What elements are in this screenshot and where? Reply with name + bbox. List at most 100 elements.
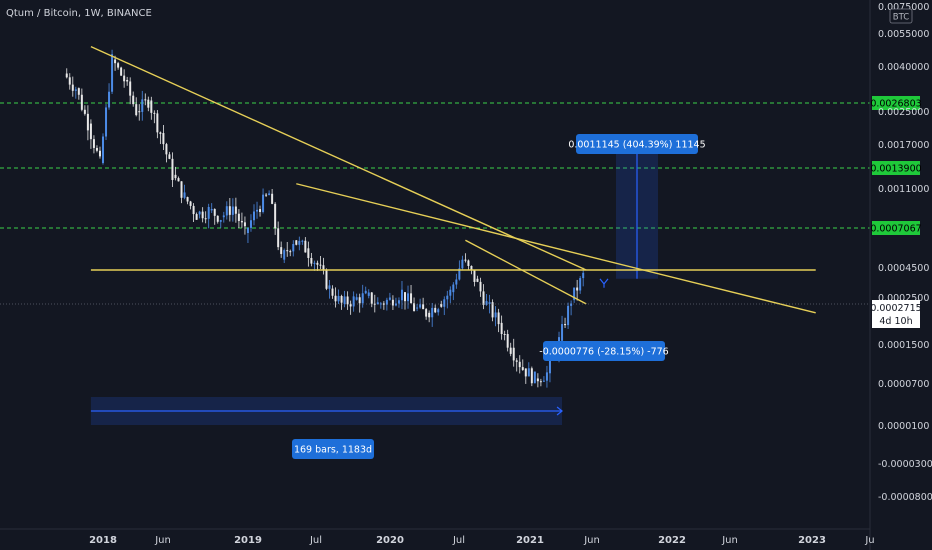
level-label: 0.0026803 [870, 99, 921, 110]
candle-body [213, 209, 216, 216]
candle-body [135, 104, 138, 116]
candle-body [388, 297, 391, 300]
candle-body [265, 194, 268, 196]
candle-body [144, 99, 147, 101]
candle-body [428, 312, 431, 318]
candle-body [512, 347, 515, 361]
candle-body [126, 79, 129, 82]
candle-body [153, 112, 156, 114]
candle-body [470, 265, 473, 271]
candle-body [524, 368, 527, 377]
candle-body [413, 303, 416, 312]
candle-body [295, 240, 298, 245]
candle-body [98, 150, 101, 157]
candle-body [123, 75, 126, 82]
candle-body [400, 289, 403, 301]
candle-body [105, 107, 108, 137]
candle-body [458, 268, 461, 280]
time-tick-label: Jul [309, 535, 322, 546]
candle-body [189, 201, 192, 206]
candle-body [533, 371, 536, 384]
candles [65, 49, 585, 388]
candle-body [313, 262, 316, 264]
current-price-value: 0.0002715 [870, 303, 921, 314]
candle-body [548, 358, 551, 374]
price-tick-label: 0.0004500 [878, 263, 929, 274]
candle-body [325, 270, 328, 289]
candle-body [561, 324, 564, 341]
candle-body [174, 174, 177, 179]
candle-body [509, 347, 512, 354]
candle-body [482, 291, 485, 305]
candle-body [358, 297, 361, 304]
candle-body [310, 257, 313, 264]
candle-body [108, 91, 111, 108]
trendline[interactable] [90, 45, 587, 271]
candle-body [280, 247, 283, 254]
level-label-bg [872, 161, 920, 175]
candle-body [494, 312, 497, 318]
measure-labels: 0.0011145 (404.39%) 11145 -0.0000776 (-28… [292, 134, 706, 459]
time-tick-label: 2020 [376, 535, 404, 546]
price-tick-label: 0.0011000 [878, 184, 929, 195]
candle-body [304, 240, 307, 253]
candle-body [467, 260, 470, 266]
candle-body [271, 193, 274, 204]
trendline[interactable] [465, 239, 587, 305]
candle-body [198, 211, 201, 215]
currency-badge[interactable]: BTC [889, 8, 913, 24]
candle-body [74, 89, 77, 91]
candle-body [259, 209, 262, 212]
candle-body [576, 287, 579, 291]
candle-body [307, 248, 310, 258]
candle-body [65, 73, 68, 78]
candle-body [111, 54, 114, 92]
level-label-bg [872, 221, 920, 235]
candle-body [337, 296, 340, 302]
level-label: 0.0013900 [870, 164, 921, 175]
candle-body [256, 209, 259, 212]
candle-body [416, 307, 419, 309]
time-tick-label: Jun [154, 535, 171, 546]
price-axis[interactable]: 0.00750000.00550000.00400000.00250000.00… [869, 0, 932, 550]
candle-body [138, 111, 141, 113]
candle-body [521, 367, 524, 370]
candle-body [292, 243, 295, 252]
price-tick-label: 0.0001500 [878, 340, 929, 351]
time-axis[interactable]: 2018 Jun 2019 Jul 2020 Jul 2021 Jun 2022 Jun 2023 J… [0, 528, 875, 546]
time-tick-label: 2018 [89, 535, 117, 546]
candle-body [195, 214, 198, 220]
measure-label-down: -0.0000776 (-28.15%) -776 [539, 347, 668, 358]
candle-body [449, 289, 452, 296]
candle-body [243, 222, 246, 227]
candle-body [204, 218, 207, 220]
candle-body [150, 100, 153, 113]
candle-body [545, 372, 548, 381]
candle-body [92, 139, 95, 148]
candle-body [249, 220, 252, 228]
candle-body [331, 288, 334, 296]
candle-body [479, 281, 482, 292]
candle-body [129, 81, 132, 96]
candle-body [440, 303, 443, 307]
candle-body [246, 227, 249, 234]
candle-body [367, 292, 370, 296]
candle-body [376, 302, 379, 305]
candle-body [274, 203, 277, 229]
price-tick-label: 0.0002500 [878, 293, 929, 304]
candle-body [207, 206, 210, 219]
level-label: 0.0007067 [870, 224, 921, 235]
time-tick-label: 2022 [658, 535, 686, 546]
candle-body [216, 215, 219, 222]
candle-body [68, 77, 71, 85]
candle-body [289, 251, 292, 253]
candle-body [518, 361, 521, 368]
trendline[interactable] [296, 183, 816, 314]
candle-body [301, 240, 304, 242]
time-tick-label: Ju [864, 535, 874, 546]
current-price-label: 0.0002715 4d 10h [870, 300, 922, 328]
candle-body [89, 123, 92, 140]
candle-body [431, 307, 434, 318]
